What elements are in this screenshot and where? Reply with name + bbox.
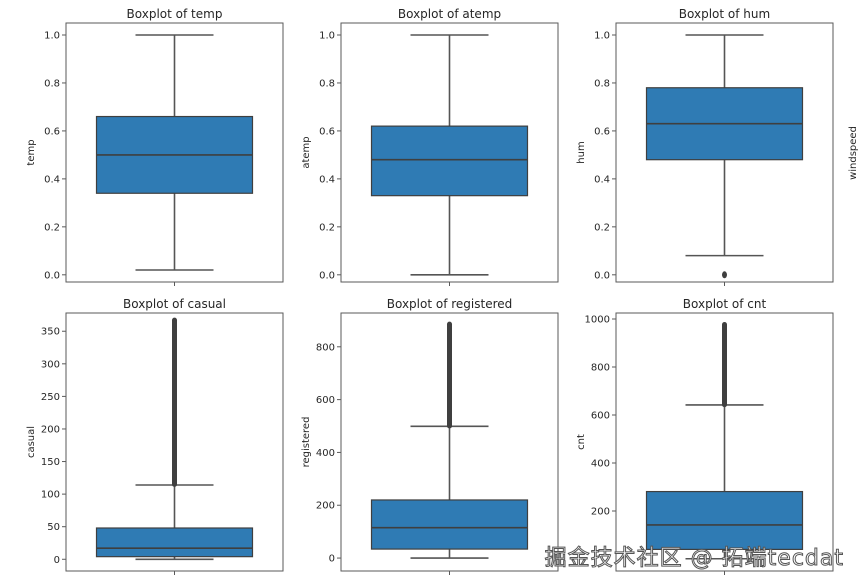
y-axis-label: casual xyxy=(26,426,37,458)
y-tick-label: 800 xyxy=(316,342,335,353)
y-tick-label: 800 xyxy=(591,363,610,374)
y-tick-label: 0.2 xyxy=(594,222,610,233)
axes-frame xyxy=(65,312,284,572)
iqr-box xyxy=(370,499,529,550)
y-tick-label: 150 xyxy=(41,457,60,468)
y-tick-label: 0.4 xyxy=(44,174,60,185)
y-tick-label: 0.0 xyxy=(44,270,60,281)
y-tick-label: 0 xyxy=(54,555,60,566)
y-tick-label: 400 xyxy=(591,459,610,470)
subplot-cnt: Boxplot of cnt cnt 200 400 600 800 1000 xyxy=(576,297,834,575)
windspeed-ylabel: windspeed xyxy=(848,126,859,180)
subplot-temp: Boxplot of temp temp 0.0 0.2 0.4 0.6 0.8 1.0 xyxy=(26,7,284,286)
y-tick-label: 0.0 xyxy=(594,270,610,281)
y-axis-label: temp xyxy=(26,139,37,165)
y-tick-label: 250 xyxy=(41,392,60,403)
subplot-registered: Boxplot of registered registered 0 200 400 60… xyxy=(301,297,559,575)
y-axis-label: hum xyxy=(576,141,587,163)
y-tick-label: 350 xyxy=(41,327,60,338)
y-tick-label: 0.4 xyxy=(319,174,335,185)
subplot-title: Boxplot of cnt xyxy=(683,297,767,311)
y-tick-label: 0.2 xyxy=(44,222,60,233)
y-tick-label: 0.4 xyxy=(594,174,610,185)
y-axis-label: cnt xyxy=(576,434,587,450)
subplot-casual: Boxplot of casual casual 0 50 100 150 200 250 30… xyxy=(26,297,284,575)
y-tick-label: 600 xyxy=(316,395,335,406)
subplot-title: Boxplot of temp xyxy=(127,7,223,21)
y-tick-label: 50 xyxy=(47,522,60,533)
subplot-title: Boxplot of casual xyxy=(123,297,226,311)
y-axis-label: atemp xyxy=(301,136,312,168)
axes-frame xyxy=(340,312,559,572)
y-tick-label: 0.6 xyxy=(594,126,610,137)
y-tick-label: 300 xyxy=(41,359,60,370)
watermark: 掘金技术社区 @ 拓端tecdat xyxy=(544,546,844,572)
outlier-point xyxy=(722,271,727,279)
y-tick-label: 200 xyxy=(41,424,60,435)
iqr-box xyxy=(95,527,254,558)
subplot-title: Boxplot of registered xyxy=(387,297,513,311)
y-tick-label: 0 xyxy=(329,554,335,565)
y-axis-label: registered xyxy=(301,417,312,468)
y-tick-label: 1.0 xyxy=(319,30,335,41)
y-tick-label: 1000 xyxy=(585,315,610,326)
axes-frame xyxy=(615,22,834,283)
y-tick-label: 0.0 xyxy=(319,270,335,281)
iqr-box xyxy=(645,490,804,550)
subplot-title: Boxplot of hum xyxy=(679,7,770,21)
y-tick-label: 200 xyxy=(591,507,610,518)
subplot-title: Boxplot of atemp xyxy=(398,7,501,21)
subplot-hum: Boxplot of hum hum 0.0 0.2 0.4 0.6 0.8 1.0 xyxy=(576,7,834,286)
y-tick-label: 0.6 xyxy=(44,126,60,137)
y-tick-label: 0.2 xyxy=(319,222,335,233)
y-tick-label: 600 xyxy=(591,411,610,422)
axes-frame xyxy=(65,22,284,283)
subplot-atemp: Boxplot of atemp atemp 0.0 0.2 0.4 0.6 0.8 1.0 xyxy=(301,7,559,286)
y-tick-label: 0.6 xyxy=(319,126,335,137)
axes-frame xyxy=(340,22,559,283)
y-tick-label: 400 xyxy=(316,448,335,459)
y-tick-label: 1.0 xyxy=(44,30,60,41)
iqr-box xyxy=(370,125,529,197)
y-tick-label: 0.8 xyxy=(594,78,610,89)
y-tick-label: 100 xyxy=(41,490,60,501)
y-tick-label: 200 xyxy=(316,501,335,512)
y-tick-label: 0.8 xyxy=(319,78,335,89)
y-tick-label: 1.0 xyxy=(594,30,610,41)
axes-frame xyxy=(615,312,834,572)
y-tick-label: 0.8 xyxy=(44,78,60,89)
